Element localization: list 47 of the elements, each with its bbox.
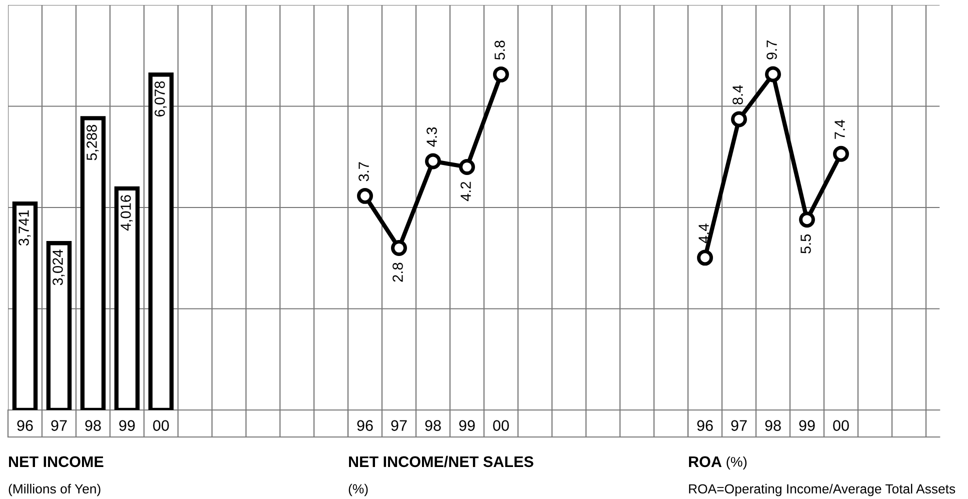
data-label: 4.2 (460, 182, 471, 202)
point (357, 188, 373, 204)
x-tick-label: 98 (85, 420, 101, 431)
data-label: 4,016 (120, 195, 133, 231)
text: (Millions of Yen) (8, 484, 100, 496)
data-label: 6,078 (154, 81, 167, 116)
x-tick-label: 99 (459, 420, 475, 431)
point (833, 146, 849, 162)
data-label: 3,741 (18, 210, 31, 246)
x-tick-label: 97 (731, 420, 747, 431)
data-label: 8.4 (732, 85, 743, 104)
data-label: 4.3 (426, 127, 437, 147)
x-tick-label: 96 (357, 420, 373, 431)
point (391, 240, 407, 256)
text: (%) (348, 484, 368, 496)
x-tick-label: 00 (833, 420, 849, 431)
text: (%) (726, 456, 747, 470)
text: ROA=Operating Income/Average Total Assets (689, 484, 956, 496)
x-tick-label: 00 (153, 420, 169, 431)
point (697, 250, 713, 266)
point (799, 212, 815, 228)
x-tick-label: 96 (17, 420, 33, 431)
data-label: 3.7 (358, 162, 369, 182)
point (765, 66, 781, 82)
data-label: 5.5 (800, 234, 811, 254)
x-tick-label: 99 (799, 420, 815, 431)
x-tick-label: 99 (119, 420, 135, 431)
text: ROA (689, 456, 722, 468)
x-tick-label: 96 (697, 420, 713, 431)
x-tick-label: 97 (51, 420, 67, 431)
data-label: 9.7 (766, 40, 777, 60)
point (493, 66, 509, 82)
text: NET INCOME (9, 456, 104, 468)
x-tick-label: 98 (425, 420, 441, 431)
point (459, 159, 475, 175)
x-tick-label: 97 (391, 420, 407, 431)
data-label: 4.4 (698, 224, 709, 244)
x-tick-label: 00 (493, 420, 509, 431)
x-tick-label: 98 (765, 420, 781, 431)
data-label: 5.8 (494, 40, 505, 60)
data-label: 3,024 (52, 250, 65, 286)
point (731, 111, 747, 128)
text: NET INCOME/NET SALES (349, 456, 534, 468)
point (425, 153, 441, 170)
data-label: 7.4 (834, 120, 845, 139)
data-label: 2.8 (392, 262, 403, 282)
data-label: 5,288 (86, 124, 99, 160)
